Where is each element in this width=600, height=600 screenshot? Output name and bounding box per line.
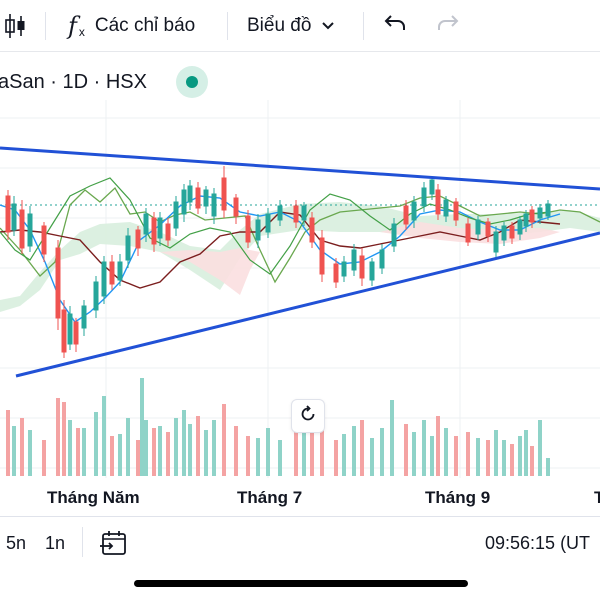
range-1m-button[interactable]: 1n [45,533,66,553]
cloud-bearish [160,248,260,295]
chart-type-label: Biểu đồ [247,15,312,36]
reset-chart-button[interactable] [291,399,325,433]
divider [82,527,83,557]
market-status-icon [176,66,208,98]
range-5d-button[interactable]: 5n [6,533,27,553]
redo-icon [436,13,460,39]
chart-toolbar: f x Các chỉ báo Biểu đồ [0,0,600,52]
redo-button[interactable] [436,0,460,52]
chevron-down-icon [321,15,335,37]
candles [5,166,551,358]
chart-type-button[interactable]: Biểu đồ [247,0,335,52]
symbol-title: aSan · 1D · HSX [0,70,147,93]
calendar-goto-icon [100,531,128,560]
undo-icon [383,13,407,39]
symbol-header[interactable]: aSan · 1D · HSX [0,62,147,102]
time-axis-label: Tháng 7 [237,488,303,507]
undo-button[interactable] [383,0,407,52]
time-axis-divider [0,516,600,517]
function-icon: f [68,12,77,40]
price-chart[interactable] [0,100,600,480]
candlestick-icon[interactable] [4,0,26,52]
indicators-label: Các chỉ báo [94,15,196,36]
leading-span-line [0,186,600,284]
time-axis-label: Tháng Năm [47,488,140,507]
volume-bars [6,378,550,476]
clock-timezone[interactable]: 09:56:15 (UT [485,533,591,553]
trendline-lower[interactable] [15,231,600,378]
home-indicator [134,580,468,587]
goto-date-button[interactable] [100,530,128,561]
refresh-icon [299,404,317,428]
time-axis-label: Tháng 9 [425,488,491,507]
grid [0,100,600,478]
time-axis-label: T [594,488,600,507]
indicators-button[interactable]: f x Các chỉ báo [68,12,196,40]
trendline-upper[interactable] [0,146,600,191]
